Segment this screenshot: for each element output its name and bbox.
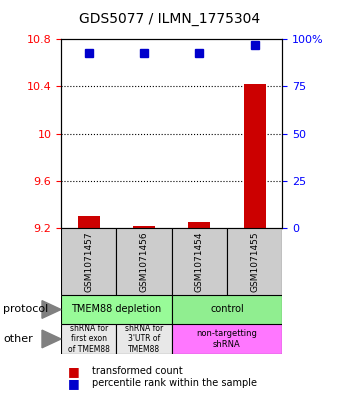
Text: shRNA for
3'UTR of
TMEM88: shRNA for 3'UTR of TMEM88 (125, 324, 163, 354)
FancyBboxPatch shape (172, 324, 282, 354)
FancyBboxPatch shape (61, 324, 116, 354)
Text: non-targetting
shRNA: non-targetting shRNA (197, 329, 257, 349)
Text: shRNA for
first exon
of TMEM88: shRNA for first exon of TMEM88 (68, 324, 110, 354)
Text: GSM1071456: GSM1071456 (140, 231, 149, 292)
FancyBboxPatch shape (172, 228, 227, 295)
Text: GSM1071455: GSM1071455 (250, 231, 259, 292)
Text: ■: ■ (68, 376, 80, 390)
Bar (78, 216, 100, 228)
FancyBboxPatch shape (227, 228, 282, 295)
Polygon shape (42, 301, 61, 318)
FancyBboxPatch shape (61, 228, 116, 295)
FancyBboxPatch shape (116, 228, 172, 295)
Text: GSM1071457: GSM1071457 (84, 231, 93, 292)
Polygon shape (42, 330, 61, 348)
Bar (188, 222, 210, 228)
Bar (133, 226, 155, 228)
Text: GDS5077 / ILMN_1775304: GDS5077 / ILMN_1775304 (80, 12, 260, 26)
Text: percentile rank within the sample: percentile rank within the sample (92, 378, 257, 388)
Text: transformed count: transformed count (92, 366, 183, 376)
FancyBboxPatch shape (61, 295, 172, 324)
Text: protocol: protocol (3, 303, 49, 314)
Text: other: other (3, 334, 33, 344)
Text: control: control (210, 305, 244, 314)
Bar (243, 84, 266, 228)
Text: ■: ■ (68, 365, 80, 378)
FancyBboxPatch shape (116, 324, 172, 354)
FancyBboxPatch shape (172, 295, 282, 324)
Text: TMEM88 depletion: TMEM88 depletion (71, 305, 162, 314)
Text: GSM1071454: GSM1071454 (195, 231, 204, 292)
